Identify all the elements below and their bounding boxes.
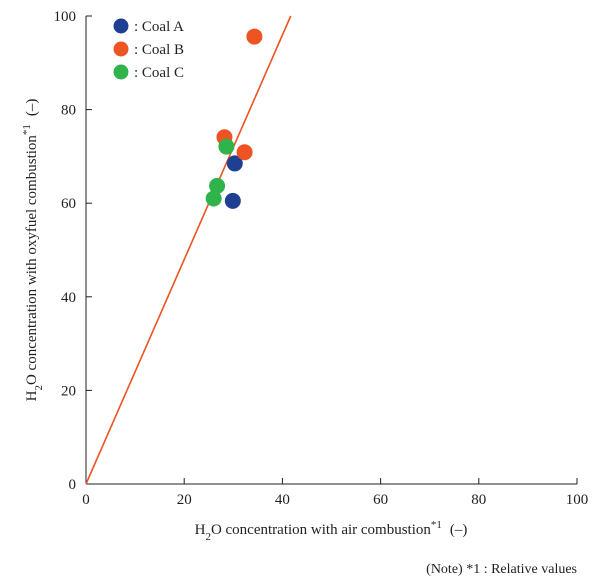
x-axis-label-main: O concentration with air combustion — [211, 522, 431, 538]
y-tick-label: 20 — [61, 383, 76, 399]
x-tick-label: 20 — [177, 492, 192, 508]
y-axis-label-group: H2O concentration with oxyfuel combustio… — [21, 99, 45, 402]
y-axis-label-sub: 2 — [33, 385, 45, 391]
y-axis-label-main: O concentration with oxyfuel combustion — [24, 135, 40, 385]
reference-line — [85, 15, 292, 485]
x-tick-label: 80 — [471, 492, 486, 508]
y-axis-label-prefix: H — [24, 390, 40, 401]
data-point-coal-c — [209, 177, 226, 194]
x-axis-label-unit: (–) — [450, 522, 468, 538]
legend-label: : Coal C — [134, 65, 184, 81]
x-tick-label: 60 — [373, 492, 388, 508]
axis-labels: H2O concentration with air combustion*1(… — [21, 99, 577, 577]
x-tick-label: 0 — [82, 492, 90, 508]
y-axis-label: H2O concentration with oxyfuel combustio… — [21, 99, 45, 402]
data-points — [205, 28, 263, 209]
y-tick-label: 80 — [61, 103, 76, 119]
y-axis-label-sup: *1 — [21, 124, 33, 135]
x-tick-label: 100 — [566, 492, 589, 508]
x-tick-label: 40 — [275, 492, 290, 508]
y-tick-label: 40 — [61, 290, 76, 306]
data-point-coal-a — [224, 192, 241, 209]
x-axis-label-prefix: H — [195, 522, 206, 538]
legend-label: : Coal B — [134, 42, 184, 58]
data-point-coal-c — [205, 190, 222, 207]
legend-marker — [113, 64, 129, 80]
legend-label: : Coal A — [134, 19, 184, 35]
x-axis-label: H2O concentration with air combustion*1 (… — [195, 519, 468, 543]
fit-line-group — [85, 15, 292, 485]
axes: 0 20 40 60 80 100 0 20 40 60 80 100 — [54, 9, 589, 508]
x-axis-label-sup: *1 — [431, 519, 442, 531]
data-point-coal-a — [226, 155, 243, 172]
legend: : Coal A : Coal B : Coal C — [113, 18, 184, 81]
data-point-coal-b — [246, 28, 263, 45]
x-axis-label-sub: 2 — [205, 531, 211, 543]
y-axis-label-unit: (–) — [24, 99, 40, 117]
legend-marker — [113, 41, 129, 57]
data-point-coal-c — [218, 138, 235, 155]
footnote: (Note) *1 : Relative values — [426, 562, 577, 577]
y-tick-label: 60 — [61, 196, 76, 212]
y-tick-label: 0 — [69, 477, 77, 493]
data-point-coal-b — [236, 144, 253, 161]
legend-marker — [113, 18, 129, 34]
y-tick-label: 100 — [54, 9, 77, 25]
